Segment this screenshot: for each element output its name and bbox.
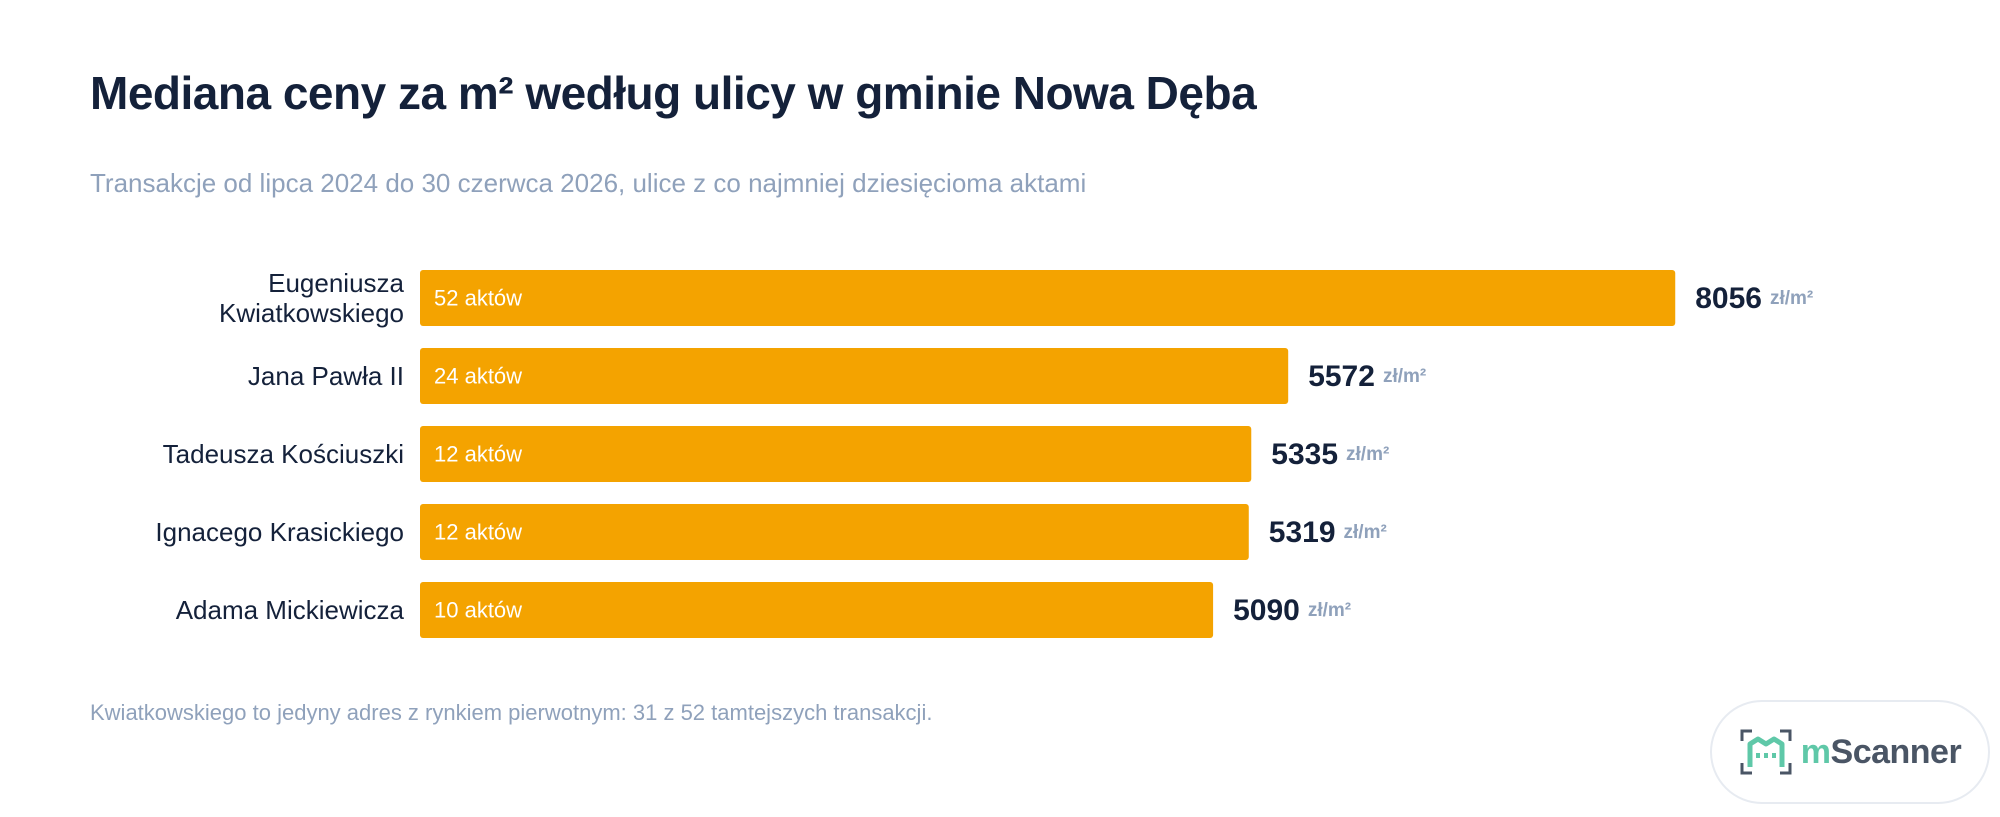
value-label: 8056 zł/m²	[1695, 282, 1813, 315]
chart-title: Mediana ceny za m² według ulicy w gminie…	[90, 67, 1257, 119]
bar	[420, 426, 1252, 482]
category-label: Adama Mickiewicza	[176, 595, 405, 625]
bar-count-label: 24 aktów	[434, 364, 522, 389]
value-label: 5319 zł/m²	[1269, 516, 1387, 549]
bar	[420, 504, 1249, 560]
building-bracket-icon	[1740, 729, 1792, 775]
chart-subtitle: Transakcje od lipca 2024 do 30 czerwca 2…	[90, 168, 1087, 198]
value-label: 5572 zł/m²	[1308, 360, 1426, 393]
category-label: Tadeusza Kościuszki	[163, 439, 404, 469]
category-label: Eugeniusza Kwiatkowskiego	[219, 268, 405, 328]
category-label: Ignacego Krasickiego	[155, 517, 404, 547]
category-label: Jana Pawła II	[248, 361, 404, 391]
bar	[420, 270, 1676, 326]
mscanner-logo[interactable]: mScanner	[1710, 700, 1990, 804]
value-label: 5090 zł/m²	[1233, 594, 1351, 627]
logo-wordmark: mScanner	[1800, 732, 1962, 771]
chart-footnote: Kwiatkowskiego to jedyny adres z rynkiem…	[90, 700, 933, 725]
bar-count-label: 52 aktów	[434, 286, 522, 311]
bar-count-label: 12 aktów	[434, 520, 522, 545]
bar-count-label: 12 aktów	[434, 442, 522, 467]
bar-count-label: 10 aktów	[434, 598, 522, 623]
bar	[420, 582, 1214, 638]
value-label: 5335 zł/m²	[1271, 438, 1389, 471]
bar	[420, 348, 1289, 404]
